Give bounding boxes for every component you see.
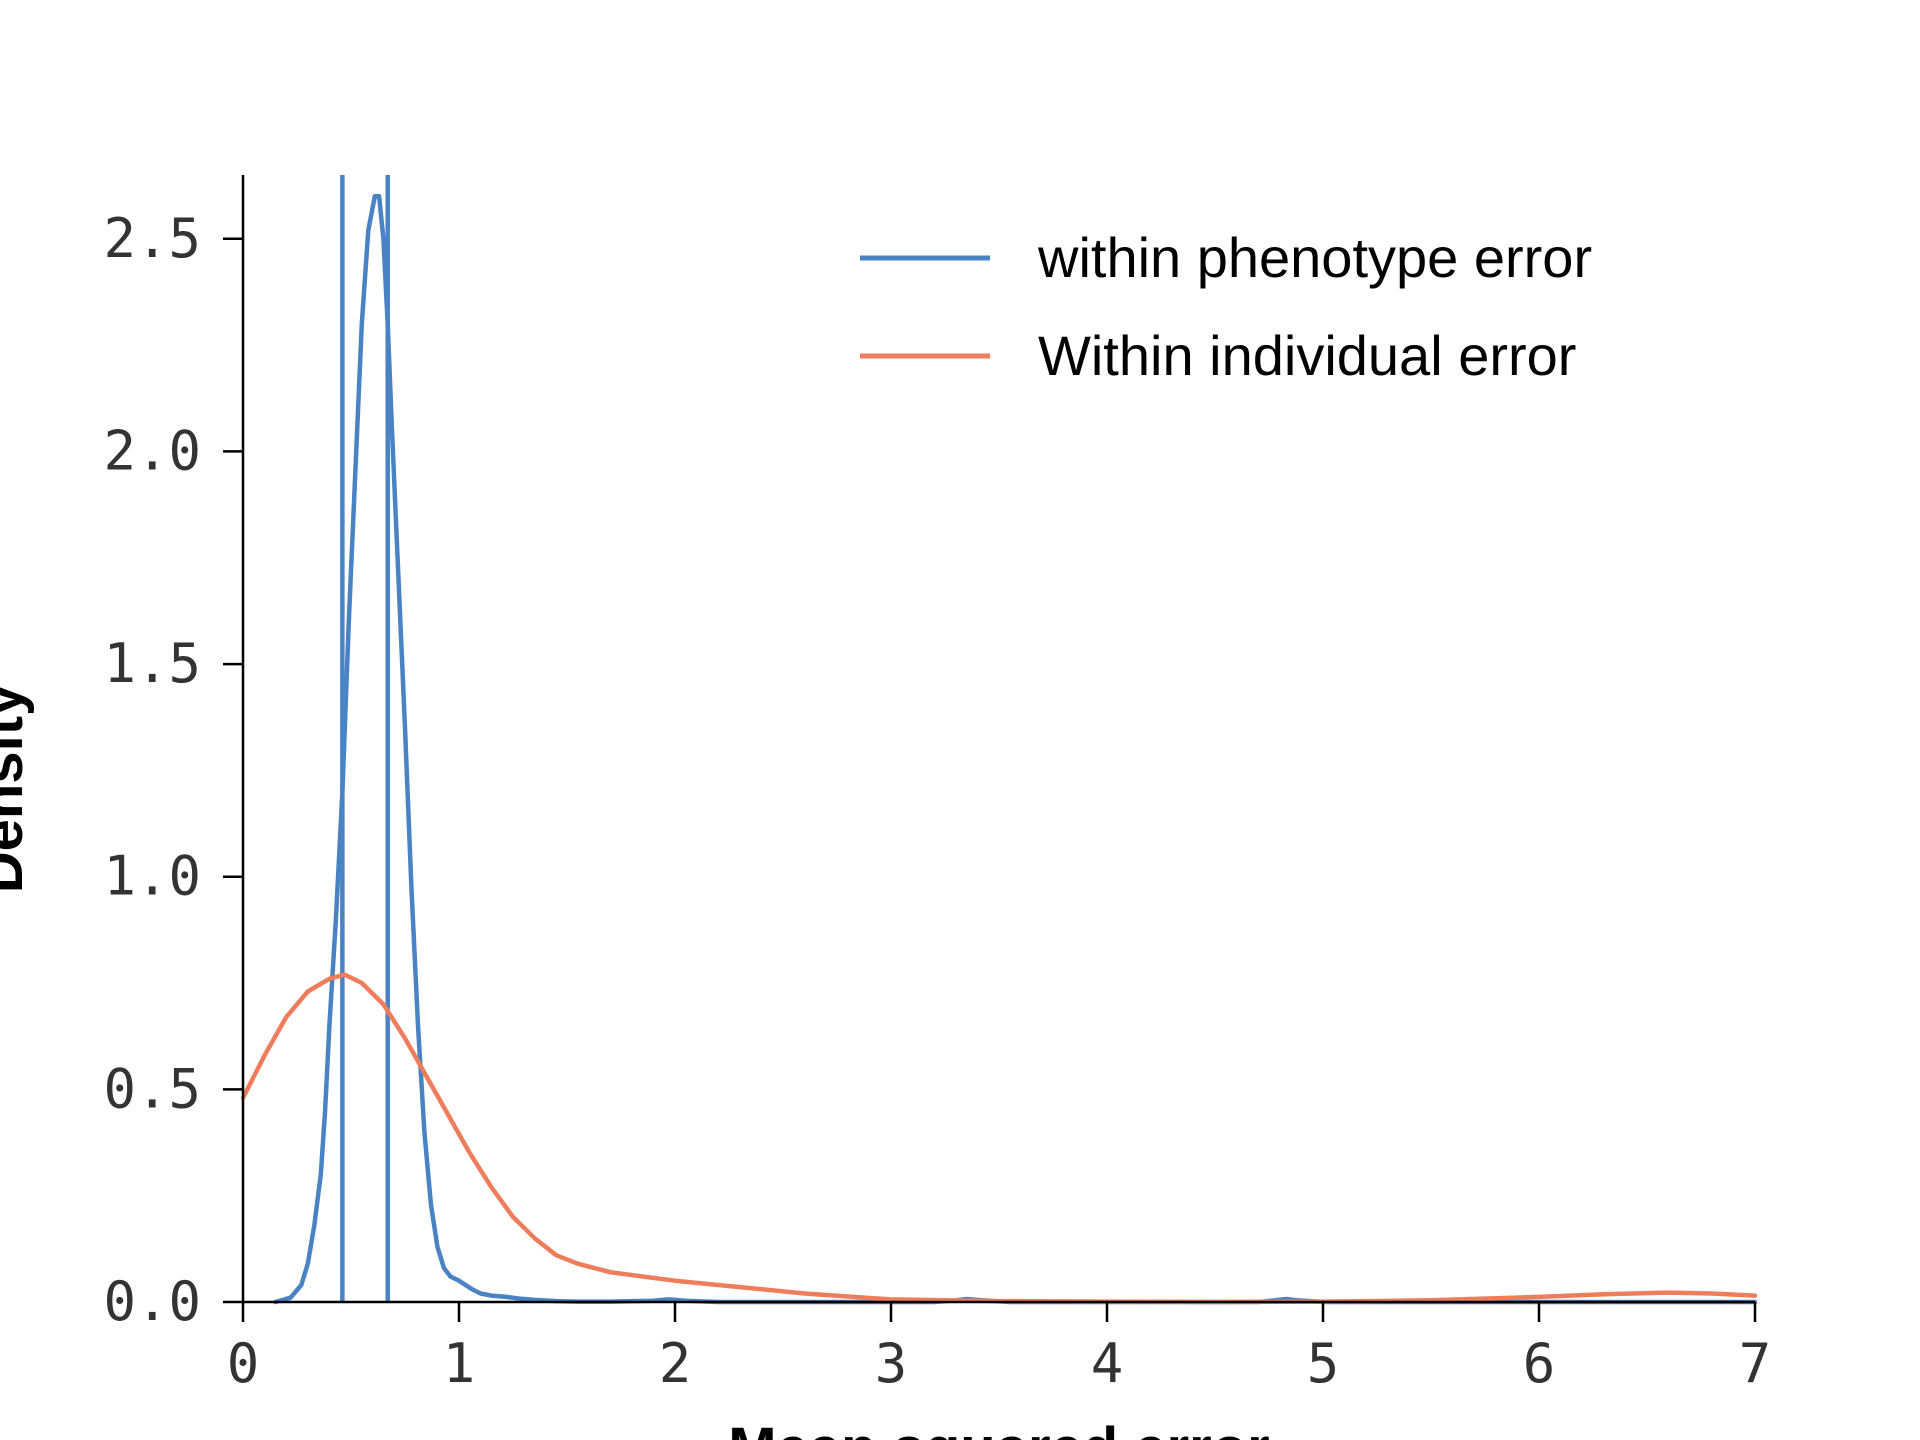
axes xyxy=(241,175,1755,1304)
y-tick-label: 1.0 xyxy=(103,845,201,908)
y-tick-label: 2.0 xyxy=(103,419,201,482)
y-ticks: 0.0 0.5 1.0 1.5 2.0 2.5 xyxy=(103,207,243,1333)
x-tick-label: 6 xyxy=(1523,1332,1556,1395)
x-tick-label: 0 xyxy=(227,1332,260,1395)
x-tick-label: 1 xyxy=(443,1332,476,1395)
plot-area xyxy=(240,175,1758,1305)
legend-label: within phenotype error xyxy=(1037,226,1592,289)
x-ticks: 0 1 2 3 4 5 6 7 xyxy=(227,1302,1772,1395)
y-tick-label: 0.5 xyxy=(103,1057,201,1120)
series-line-2 xyxy=(240,972,1758,1305)
y-axis-title: Density xyxy=(0,684,35,894)
y-tick-label: 1.5 xyxy=(103,632,201,695)
legend: within phenotype error Within individual … xyxy=(860,226,1592,387)
y-tick-label: 2.5 xyxy=(103,207,201,270)
y-tick-label: 0.0 xyxy=(103,1270,201,1333)
x-tick-label: 3 xyxy=(875,1332,908,1395)
x-tick-label: 2 xyxy=(659,1332,692,1395)
x-tick-label: 5 xyxy=(1307,1332,1340,1395)
x-tick-label: 7 xyxy=(1739,1332,1772,1395)
legend-label: Within individual error xyxy=(1038,324,1576,387)
x-axis-title: Mean squared error xyxy=(728,1416,1270,1440)
x-tick-label: 4 xyxy=(1091,1332,1124,1395)
